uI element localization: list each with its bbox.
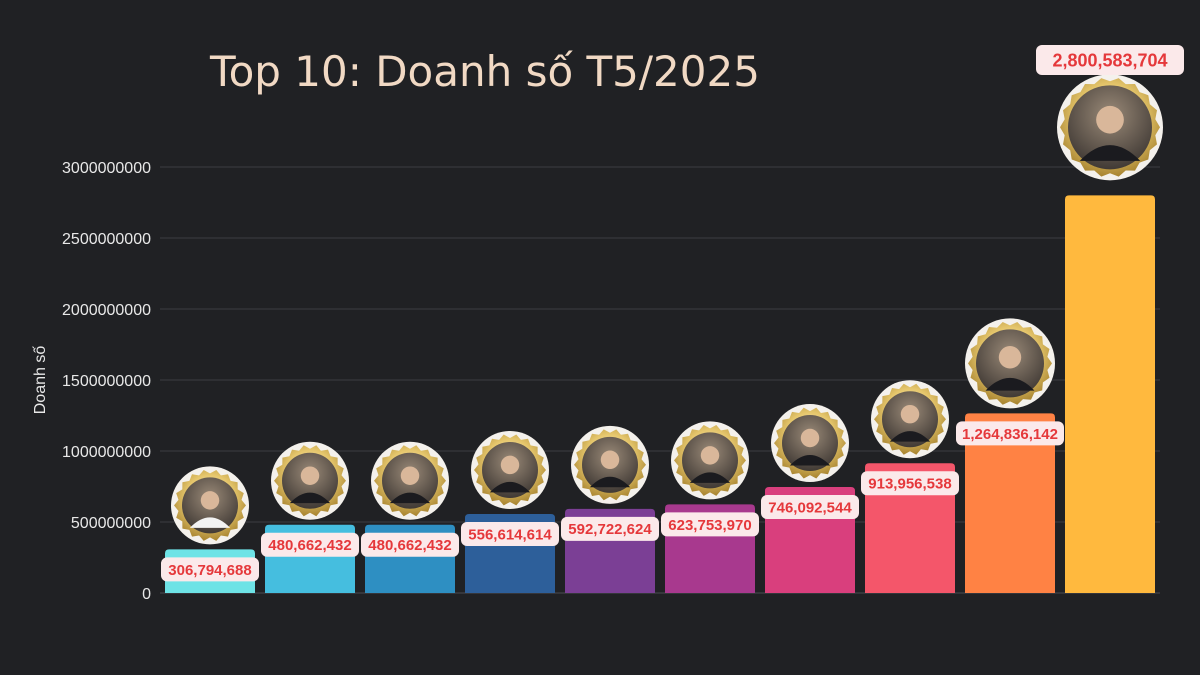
value-label: 480,662,432: [261, 532, 359, 557]
value-label: 623,753,970: [661, 512, 759, 537]
avatar-body-icon: [889, 431, 931, 442]
avatar-body-icon: [689, 472, 731, 483]
value-label-box: [956, 421, 1064, 446]
value-label: 480,662,432: [361, 532, 459, 557]
avatar-body-icon: [985, 377, 1035, 391]
y-axis-ticks: 0 500000000 1000000000 1500000000 2000000000…: [62, 160, 151, 603]
value-label: 556,614,614: [461, 521, 559, 546]
value-label-text: 556,614,614: [468, 526, 552, 543]
value-label-text: 480,662,432: [368, 537, 451, 554]
value-label: 1,264,836,142: [956, 421, 1064, 446]
value-label-text: 480,662,432: [268, 537, 351, 554]
value-label-box: [361, 532, 459, 557]
avatar: [871, 380, 949, 459]
avatar: [965, 318, 1055, 409]
value-label: 746,092,544: [761, 495, 859, 520]
avatar-body-icon: [389, 492, 431, 504]
avatar: [1057, 74, 1163, 181]
avatar-head-icon: [200, 491, 220, 510]
avatar-head-icon: [300, 466, 320, 485]
avatar-head-icon: [998, 346, 1022, 369]
value-label-text: 746,092,544: [768, 499, 852, 516]
value-label-box: [661, 512, 759, 537]
value-label-box: [761, 495, 859, 520]
avatar-head-icon: [500, 455, 520, 475]
avatar-body-icon: [589, 476, 631, 488]
avatar-body-icon: [289, 492, 331, 504]
value-label: 913,956,538: [861, 471, 959, 496]
avatar: [371, 441, 449, 520]
avatar-body-icon: [789, 454, 831, 466]
value-label-text: 592,722,624: [568, 521, 652, 538]
value-label: 2,800,583,704: [1036, 45, 1184, 75]
avatar-head-icon: [700, 446, 720, 465]
value-label-text: 306,794,688: [168, 562, 251, 579]
value-label-box: [261, 532, 359, 557]
y-tick-label: 2000000000: [62, 302, 151, 319]
avatar: [571, 425, 649, 504]
value-label-text: 1,264,836,142: [962, 426, 1058, 443]
avatar: [671, 421, 749, 500]
avatar: [771, 404, 849, 483]
y-tick-label: 2500000000: [62, 231, 151, 248]
value-label-box: [861, 471, 959, 496]
avatar-head-icon: [600, 450, 620, 470]
y-tick-label: 1500000000: [62, 373, 151, 390]
y-axis-label: Doanh số: [32, 346, 49, 415]
y-tick-label: 500000000: [71, 515, 151, 532]
y-tick-label: 1000000000: [62, 444, 151, 461]
bar: [965, 413, 1055, 593]
value-label-box: [161, 557, 259, 582]
y-tick-label: 0: [142, 586, 151, 603]
avatar: [271, 441, 349, 520]
value-label-box: [561, 516, 659, 541]
value-label: 306,794,688: [161, 557, 259, 582]
avatar-head-icon: [900, 404, 920, 424]
y-tick-label: 3000000000: [62, 160, 151, 177]
value-label-text: 623,753,970: [668, 517, 751, 534]
bar: [1065, 195, 1155, 593]
avatar: [171, 466, 249, 545]
value-labels: 306,794,688 480,662,432 480,662,432 556,614…: [161, 45, 1184, 582]
avatar-badges: [171, 74, 1163, 545]
value-label-text: 2,800,583,704: [1052, 50, 1167, 70]
avatar-body-icon: [1079, 145, 1141, 161]
value-label-box: [461, 521, 559, 546]
bar: [865, 463, 955, 593]
avatar-body-icon: [489, 481, 531, 493]
avatar-head-icon: [800, 428, 820, 448]
avatar: [471, 430, 549, 509]
value-label-box: [1036, 45, 1184, 75]
chart-title: Top 10: Doanh số T5/2025: [209, 47, 760, 96]
avatar-body-icon: [189, 517, 231, 528]
value-label-text: 913,956,538: [868, 476, 951, 493]
avatar-head-icon: [1096, 105, 1124, 134]
avatar-head-icon: [400, 466, 420, 485]
value-label: 592,722,624: [561, 516, 659, 541]
